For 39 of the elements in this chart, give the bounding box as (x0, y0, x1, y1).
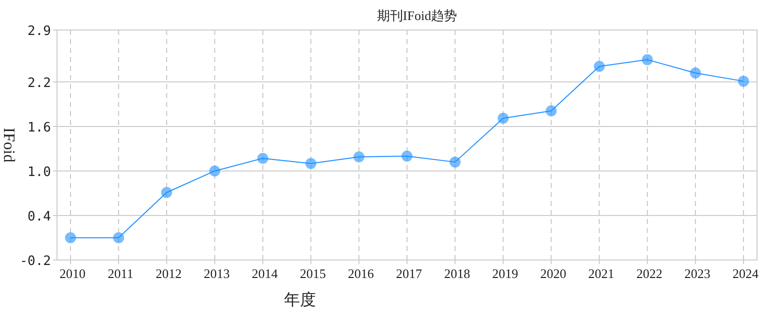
y-tick-label: 0.4 (28, 209, 52, 224)
x-tick-label: 2011 (108, 266, 134, 281)
point (450, 156, 461, 168)
y-tick-label: -0.2 (20, 254, 51, 269)
point (642, 54, 653, 66)
x-tick-label: 2022 (636, 266, 662, 281)
x-tick-label: 2010 (60, 266, 86, 281)
point (65, 232, 76, 244)
x-tick-label: 2024 (732, 266, 759, 281)
x-tick-label: 2012 (156, 266, 182, 281)
y-axis-title: IFoid (0, 128, 17, 162)
point (305, 158, 316, 170)
point (161, 186, 172, 198)
x-tick-label: 2019 (492, 266, 518, 281)
point (738, 76, 749, 87)
x-tick-label: 2017 (396, 266, 422, 281)
point (402, 150, 412, 162)
y-tick-label: 1.6 (28, 120, 51, 136)
point (546, 105, 557, 116)
point (257, 152, 268, 164)
x-tick-label: 2023 (684, 266, 710, 281)
chart-title: 期刊IFoid趋势 (376, 8, 458, 23)
point (353, 151, 364, 162)
y-tick-label: 1.0 (28, 164, 51, 180)
x-tick-label: 2020 (540, 266, 566, 281)
x-tick-label: 2018 (444, 266, 470, 281)
x-axis-title: 年度 (284, 291, 316, 309)
point (594, 60, 605, 72)
point (690, 68, 701, 79)
x-tick-label: 2014 (252, 266, 278, 281)
x-tick-label: 2013 (204, 266, 230, 281)
x-tick-label: 2016 (348, 266, 374, 281)
x-tick-label: 2021 (588, 266, 614, 281)
y-tick-label: 2.9 (28, 24, 51, 39)
x-tick-label: 2015 (300, 266, 326, 281)
y-tick-label: 2.2 (28, 76, 51, 91)
point (498, 112, 509, 124)
point (113, 232, 124, 244)
point (209, 165, 220, 176)
